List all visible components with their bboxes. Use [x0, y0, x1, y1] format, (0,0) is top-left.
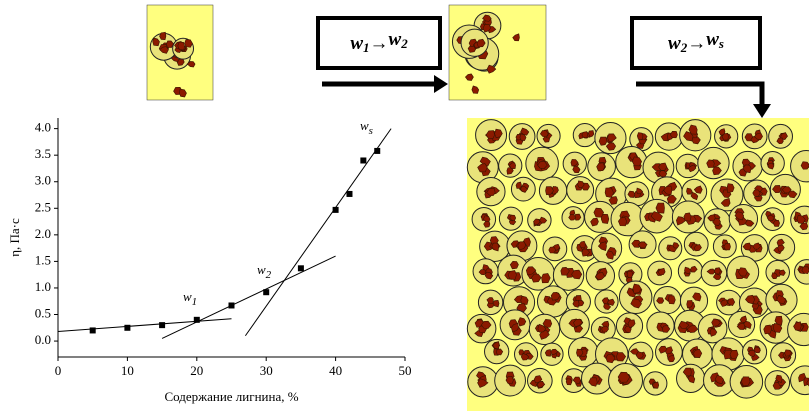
annotation: w2	[257, 262, 272, 281]
y-tick-label: 0.5	[35, 305, 51, 320]
illustrations: w1→w2w2→ws	[147, 5, 809, 411]
box: w1→w2	[318, 18, 440, 68]
y-tick-label: 1.5	[35, 252, 51, 267]
box: w2→ws	[632, 18, 760, 68]
box-text: →	[687, 33, 706, 54]
box-text: 2	[400, 36, 408, 51]
x-tick-label: 10	[121, 363, 134, 378]
y-tick-label: 2.5	[35, 199, 51, 214]
box-text: w	[350, 33, 363, 54]
x-tick-label: 50	[399, 363, 412, 378]
box-text: s	[718, 36, 724, 51]
y-tick-label: 1.0	[35, 279, 51, 294]
box-text: w	[668, 33, 681, 54]
particle	[669, 296, 676, 304]
panel	[449, 5, 546, 100]
cluster	[682, 179, 707, 204]
chart: 0.0 0.5 1.0 1.5 2.0 2.5 3.0 3.5 4.0 0 10 20 30 40 50 Со…	[7, 118, 412, 404]
point	[374, 148, 380, 154]
box-text: →	[370, 33, 389, 54]
x-axis-label: Содержание лигнина, %	[164, 389, 298, 404]
annotation-sub: s	[369, 125, 373, 137]
point	[229, 302, 235, 308]
figure: w1→w2w2→ws 0.00.51.01.52.02.53.03.54.001…	[0, 0, 809, 411]
annotation-sub: 1	[192, 296, 198, 308]
y-axis-label: η, Па·с	[7, 218, 22, 257]
box-text: w	[706, 29, 719, 50]
particle	[741, 377, 750, 386]
annotation: ws	[360, 118, 373, 137]
x-tick-label: 20	[190, 363, 203, 378]
point	[346, 191, 352, 197]
particle	[566, 379, 572, 385]
point	[298, 265, 304, 271]
fit-line	[245, 129, 391, 336]
particle	[684, 213, 691, 221]
cluster	[592, 233, 622, 263]
point	[159, 322, 165, 328]
point	[90, 327, 96, 333]
point	[263, 289, 269, 295]
panel	[467, 118, 809, 411]
particle	[730, 350, 738, 358]
particle	[727, 184, 734, 193]
particle	[627, 271, 633, 277]
particle	[542, 273, 551, 282]
point	[124, 325, 130, 331]
box-text: w	[389, 29, 402, 50]
cluster	[616, 146, 647, 177]
x-tick-label: 40	[329, 363, 342, 378]
annotation-text: w	[360, 118, 369, 133]
y-tick-label: 3.0	[35, 173, 51, 188]
arrowhead	[753, 104, 771, 118]
point	[360, 157, 366, 163]
point	[194, 317, 200, 323]
particle	[599, 137, 607, 145]
point	[333, 207, 339, 213]
x-tick-label: 30	[260, 363, 273, 378]
panel	[147, 5, 213, 100]
arrowhead	[434, 75, 448, 93]
particle	[801, 162, 809, 170]
annotation-text: w	[257, 262, 266, 277]
particle	[637, 133, 643, 140]
arrow	[636, 84, 762, 106]
y-tick-label: 2.0	[35, 226, 51, 241]
annotation-sub: 2	[266, 269, 272, 281]
y-tick-label: 4.0	[35, 120, 51, 135]
particle	[605, 188, 613, 198]
x-tick-label: 0	[55, 363, 62, 378]
particle	[178, 42, 185, 50]
annotation-text: w	[183, 289, 192, 304]
fit-line	[58, 319, 232, 332]
annotation: w1	[183, 289, 197, 308]
y-tick-label: 3.5	[35, 146, 51, 161]
cluster	[680, 287, 707, 314]
y-tick-label: 0.0	[35, 332, 51, 347]
